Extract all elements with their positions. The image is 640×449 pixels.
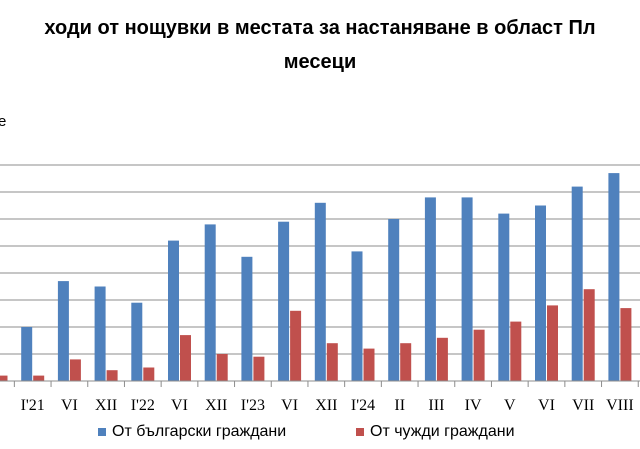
- bar-foreign: [106, 370, 118, 381]
- bar-foreign: [547, 305, 558, 381]
- bar-bulgarian: [608, 173, 620, 381]
- y-axis-label: е: [0, 113, 7, 130]
- bar-bulgarian: [94, 286, 106, 381]
- chart-title: ходи от нощувки в местата за настаняване…: [44, 17, 596, 73]
- bar-foreign: [510, 321, 522, 381]
- bar-foreign: [253, 356, 265, 381]
- bar-bulgarian: [131, 302, 143, 381]
- x-tick-label: VII: [572, 397, 594, 414]
- bar-foreign: [400, 343, 412, 381]
- x-tick-label: III: [428, 397, 444, 414]
- x-tick-label: II: [394, 397, 405, 414]
- legend-swatch-foreign: [356, 428, 364, 436]
- x-tick-label: XII: [205, 397, 227, 414]
- x-tick-label: VI: [61, 397, 78, 414]
- x-tick-label: I'22: [131, 397, 155, 414]
- x-tick-label: VI: [538, 397, 555, 414]
- bar-bulgarian: [241, 256, 253, 381]
- x-tick-label: IV: [465, 397, 482, 414]
- x-tick-label: XII: [95, 397, 117, 414]
- bar-bulgarian: [424, 197, 436, 381]
- legend-label-bulgarian: От български граждани: [112, 423, 287, 440]
- bar-chart: II'21VIXIII'22VIXIII'23VIXIII'24IIIIIIVV…: [0, 164, 640, 414]
- legend-item-foreign: От чужди граждани: [356, 423, 515, 441]
- bar-foreign: [0, 375, 8, 381]
- bar-bulgarian: [351, 251, 363, 381]
- bar-foreign: [180, 335, 191, 381]
- x-tick-label: I'21: [21, 397, 45, 414]
- x-tick-label: VI: [281, 397, 298, 414]
- bar-foreign: [473, 329, 485, 381]
- bar-foreign: [436, 337, 448, 381]
- bar-bulgarian: [571, 186, 583, 381]
- bar-bulgarian: [21, 327, 33, 381]
- bar-foreign: [363, 348, 375, 381]
- bar-bulgarian: [498, 213, 510, 381]
- bar-foreign: [69, 359, 81, 381]
- bar-bulgarian: [535, 205, 546, 381]
- x-tick-label: VIII: [606, 397, 634, 414]
- bar-bulgarian: [57, 281, 69, 381]
- bar-foreign: [326, 343, 338, 381]
- x-tick-label: XII: [315, 397, 337, 414]
- bar-bulgarian: [204, 224, 216, 381]
- bar-bulgarian: [314, 202, 326, 381]
- bar-foreign: [290, 310, 302, 381]
- x-tick-label: V: [504, 397, 516, 414]
- bar-foreign: [583, 289, 595, 381]
- bar-bulgarian: [388, 219, 400, 381]
- x-tick-label: VI: [171, 397, 188, 414]
- bar-foreign: [620, 308, 632, 381]
- bar-bulgarian: [278, 221, 290, 381]
- bar-bulgarian: [168, 240, 179, 381]
- bar-bulgarian: [461, 197, 473, 381]
- bar-foreign: [143, 367, 155, 381]
- legend-label-foreign: От чужди граждани: [370, 423, 515, 440]
- x-tick-label: I'24: [351, 397, 375, 414]
- legend-swatch-bulgarian: [98, 428, 106, 436]
- bar-foreign: [216, 354, 228, 381]
- x-tick-label: I'23: [241, 397, 265, 414]
- bar-foreign: [33, 375, 45, 381]
- legend-item-bulgarian: От български граждани: [98, 423, 286, 441]
